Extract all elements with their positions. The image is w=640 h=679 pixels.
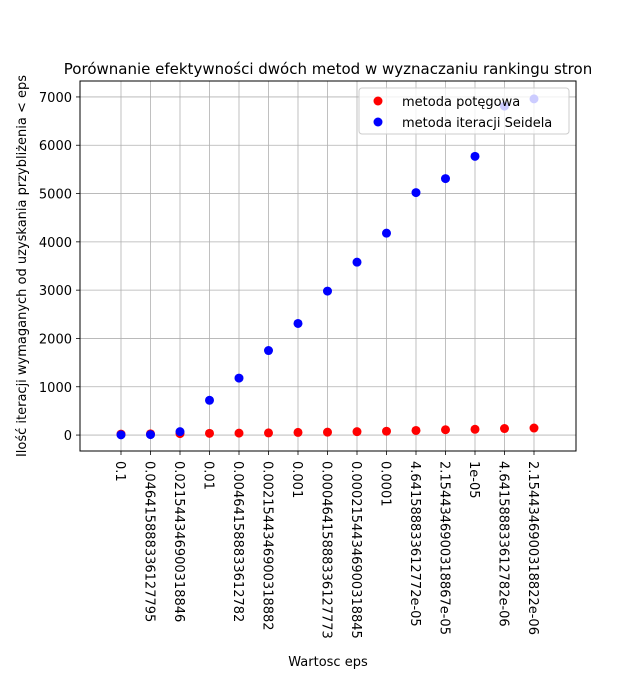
y-axis: 0 1000 2000 3000 4000 5000 6000 7000 [39,91,80,444]
data-point-series-0 [293,427,303,437]
chart-title: Porównanie efektywności dwóch metod w wy… [64,60,592,78]
x-axis-label: Wartosc eps [288,655,368,670]
data-point-series-1 [470,151,480,161]
x-tick-label: 4.641588833612772e-05 [407,461,422,627]
y-tick-label: 4000 [39,236,72,251]
x-tick-label: 0.00021544346900318845 [348,461,363,639]
x-tick-label: 1e-05 [466,461,481,499]
data-point-series-0 [352,427,362,437]
data-point-series-0 [470,424,480,434]
data-point-series-1 [264,346,273,356]
data-point-series-0 [205,428,214,438]
x-axis: 0.1 0.046415888336127795 0.021544346900318… [112,451,540,639]
x-tick-label: 2.1544346900318867e-05 [437,461,452,635]
y-tick-label: 1000 [39,381,72,396]
data-point-series-1 [234,373,244,383]
data-point-series-1 [175,427,185,437]
data-point-series-1 [382,228,391,238]
x-tick-label: 0.1 [112,461,127,482]
y-axis-label: Ilość iteracji wymaganych od uzyskania p… [15,75,30,457]
x-tick-label: 0.046415888336127795 [142,461,157,622]
data-point-series-0 [234,428,244,438]
x-tick-label: 0.004641588833612782 [230,461,245,622]
legend-label: metoda iteracji Seidela [402,116,552,131]
data-point-series-1 [352,257,362,267]
plot-frame [79,80,577,452]
y-tick-label: 0 [64,429,72,444]
data-point-series-0 [529,423,539,433]
x-tick-label: 4.641588833612782e-06 [496,461,511,627]
data-point-series-0 [441,425,450,435]
data-point-series-1 [293,318,303,328]
x-tick-label: 0.01 [201,461,216,490]
data-point-series-0 [264,428,273,438]
x-tick-label: 0.021544346900318846 [171,461,186,622]
x-tick-label: 0.0021544346900318882 [260,461,275,631]
y-tick-label: 5000 [39,188,72,203]
x-tick-label: 0.00046415888336127773 [319,461,334,639]
y-tick-label: 7000 [39,91,72,106]
legend-box [358,87,570,135]
data-point-series-1 [323,286,332,296]
y-tick-label: 3000 [39,284,72,299]
legend-marker [373,96,383,106]
y-tick-label: 6000 [39,139,72,154]
legend-label: metoda potęgowa [402,95,520,110]
data-point-series-0 [411,425,421,435]
data-point-series-0 [323,427,332,437]
data-point-series-1 [146,430,155,440]
x-tick-label: 0.001 [289,461,304,498]
x-tick-label: 2.1544346900318822e-06 [525,461,540,635]
grid [80,81,576,451]
x-tick-label: 0.0001 [378,461,393,507]
data-point-series-1 [116,430,126,440]
data-point-series-0 [500,424,509,434]
data-point-series-1 [411,188,421,198]
data-point-series-1 [441,174,450,184]
data-point-series-0 [382,426,391,436]
legend-marker [373,117,383,127]
legend: metoda potęgowa metoda iteracji Seidela [358,87,570,135]
data-point-series-1 [205,395,214,405]
y-tick-label: 2000 [39,332,72,347]
